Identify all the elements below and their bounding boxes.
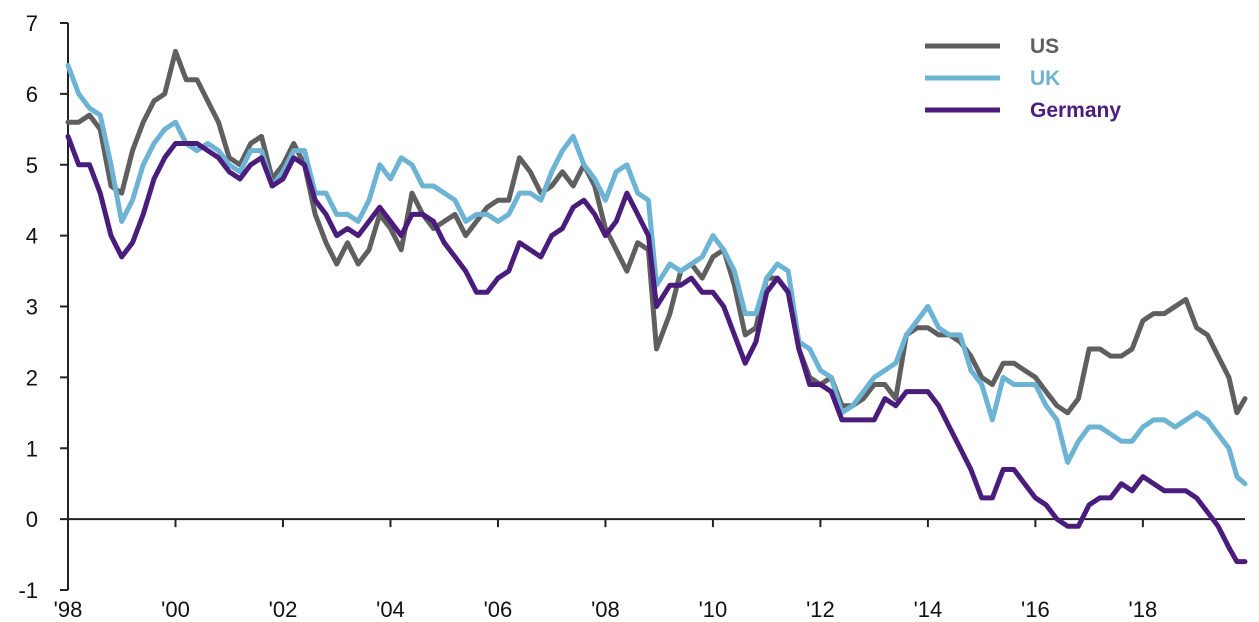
- y-tick-label: 1: [26, 436, 38, 461]
- y-tick-label: -1: [18, 578, 38, 603]
- y-axis: 7 6 5 4 3 2 1 0 -1: [18, 11, 69, 603]
- series-line-us: [65, 48, 1248, 416]
- x-tick-label: '10: [699, 597, 728, 622]
- y-tick-label: 4: [26, 224, 38, 249]
- x-tick-label: '02: [269, 597, 298, 622]
- x-axis: '98 '00 '02 '04 '06 '08 '10 '12 '14 '16 '18: [54, 518, 1245, 622]
- x-tick-label: '12: [806, 597, 835, 622]
- series-line-uk: [65, 63, 1248, 487]
- y-tick-label: 3: [26, 295, 38, 320]
- legend-label-germany: Germany: [1030, 99, 1121, 122]
- legend-label-uk: UK: [1030, 67, 1060, 90]
- y-tick-label: 0: [26, 507, 38, 532]
- legend-label-us: US: [1030, 35, 1059, 58]
- y-tick-label: 2: [26, 365, 38, 390]
- y-tick-label: 7: [26, 11, 38, 36]
- x-tick-label: '14: [914, 597, 943, 622]
- x-tick-label: '04: [376, 597, 405, 622]
- x-tick-label: '16: [1021, 597, 1050, 622]
- x-tick-label: '08: [591, 597, 620, 622]
- x-tick-label: '18: [1129, 597, 1158, 622]
- y-tick-label: 5: [26, 153, 38, 178]
- x-tick-label: '06: [484, 597, 513, 622]
- x-tick-label: '00: [161, 597, 190, 622]
- x-tick-label: '98: [54, 597, 83, 622]
- y-tick-label: 6: [26, 82, 38, 107]
- legend: US UK Germany: [925, 35, 1121, 122]
- series-line-germany: [65, 133, 1248, 565]
- series-lines: [65, 48, 1248, 565]
